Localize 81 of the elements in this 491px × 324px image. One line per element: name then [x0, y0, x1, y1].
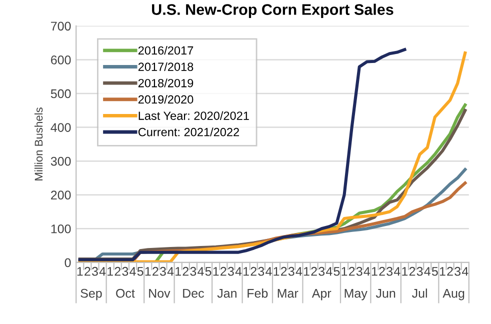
x-tick-label: 2	[114, 266, 120, 276]
y-tick-label: 700	[51, 22, 71, 31]
x-tick-label: 4	[326, 267, 332, 276]
x-tick-label: 2	[152, 266, 158, 276]
x-tick-label: 3	[416, 266, 423, 276]
x-tick-label: 3	[318, 266, 325, 276]
y-tick-label: 100	[51, 224, 71, 234]
x-tick-label: 4	[198, 267, 204, 276]
line-series	[78, 48, 406, 262]
y-tick-label: 600	[51, 56, 71, 64]
y-tick-label: 200	[51, 190, 71, 200]
x-tick-label: 3	[258, 266, 264, 276]
x-tick-label: 1	[213, 267, 219, 276]
x-tick-label: 3	[190, 266, 196, 276]
text: Jan	[217, 289, 236, 298]
x-tick-label: 4	[235, 267, 242, 276]
text: Sep	[80, 288, 102, 300]
x-tick-label: 3	[122, 266, 128, 276]
x-tick-label: 1	[304, 267, 310, 276]
x-tick-label: 2	[84, 266, 90, 276]
y-tick-label: 0	[64, 258, 71, 268]
x-tick-label: 3	[454, 266, 460, 276]
x-tick-label: 5	[334, 267, 340, 276]
x-tick-label: 2	[250, 266, 256, 276]
y-tick-label: 500	[50, 89, 71, 98]
x-tick-label: 2	[220, 266, 226, 276]
x-tick-label: 2	[348, 266, 355, 276]
x-tick-label: 4	[99, 267, 106, 276]
x-tick-label: 4	[266, 267, 272, 276]
x-tick-label: 1	[145, 267, 151, 276]
x-tick-label: 4	[296, 267, 302, 276]
x-tick-label: 2	[447, 266, 453, 276]
x-tick-label: 4	[462, 267, 468, 276]
x-tick-label: 1	[77, 267, 83, 276]
x-tick-label: 3	[386, 266, 393, 276]
x-tick-label: 1	[108, 267, 113, 276]
x-tick-label: 3	[356, 266, 362, 276]
x-tick-label: 1	[274, 267, 280, 276]
x-tick-label: 1	[342, 267, 348, 276]
legend-label: 2016/2017	[138, 46, 194, 55]
x-tick-label: 4	[130, 267, 136, 276]
x-tick-label: 1	[402, 267, 408, 276]
x-tick-label: 5	[205, 267, 212, 276]
chart-title: U.S. New-Crop Corn Export Sales	[152, 4, 394, 18]
legend-label: Last Year: 2020/2021	[138, 111, 249, 120]
y-axis-title: Million Bushels	[34, 108, 43, 180]
x-tick-label: 4	[167, 267, 174, 276]
legend-label: 2017/2018	[138, 62, 194, 71]
x-tick-label: 3	[228, 266, 234, 276]
x-tick-label: 3	[160, 266, 166, 276]
text: Apr	[312, 289, 332, 300]
x-tick-label: 2	[280, 266, 287, 276]
x-tick-label: 5	[137, 267, 144, 276]
x-tick-label: 1	[372, 267, 378, 276]
x-tick-label: 2	[379, 266, 385, 276]
text: Mar	[278, 289, 298, 298]
legend-label: 2019/2020	[138, 94, 194, 104]
x-tick-label: 1	[176, 267, 181, 276]
text: Feb	[248, 288, 268, 298]
y-tick-label: 400	[50, 123, 71, 132]
x-tick-label: 2	[409, 266, 416, 276]
text: Dec	[183, 289, 204, 298]
legend-label: 2018/2019	[138, 78, 194, 88]
x-tick-label: 4	[424, 267, 430, 276]
text: Jun	[376, 289, 396, 298]
x-tick-label: 4	[364, 267, 370, 276]
x-tick-label: 3	[92, 266, 98, 276]
x-tick-label: 4	[394, 267, 400, 276]
x-tick-label: 2	[311, 266, 317, 276]
x-tick-label: 1	[440, 267, 446, 276]
x-tick-label: 1	[244, 267, 249, 276]
x-tick-label: 5	[432, 267, 438, 276]
x-tick-label: 2	[182, 266, 188, 276]
y-tick-label: 300	[50, 156, 71, 166]
text: Oct	[116, 288, 135, 298]
text: Aug	[442, 289, 464, 300]
text: May	[344, 289, 368, 300]
x-tick-label: 3	[288, 266, 294, 276]
text: Jul	[412, 288, 427, 298]
text: Nov	[149, 289, 170, 298]
legend-label: Current: 2021/2022	[138, 128, 239, 136]
